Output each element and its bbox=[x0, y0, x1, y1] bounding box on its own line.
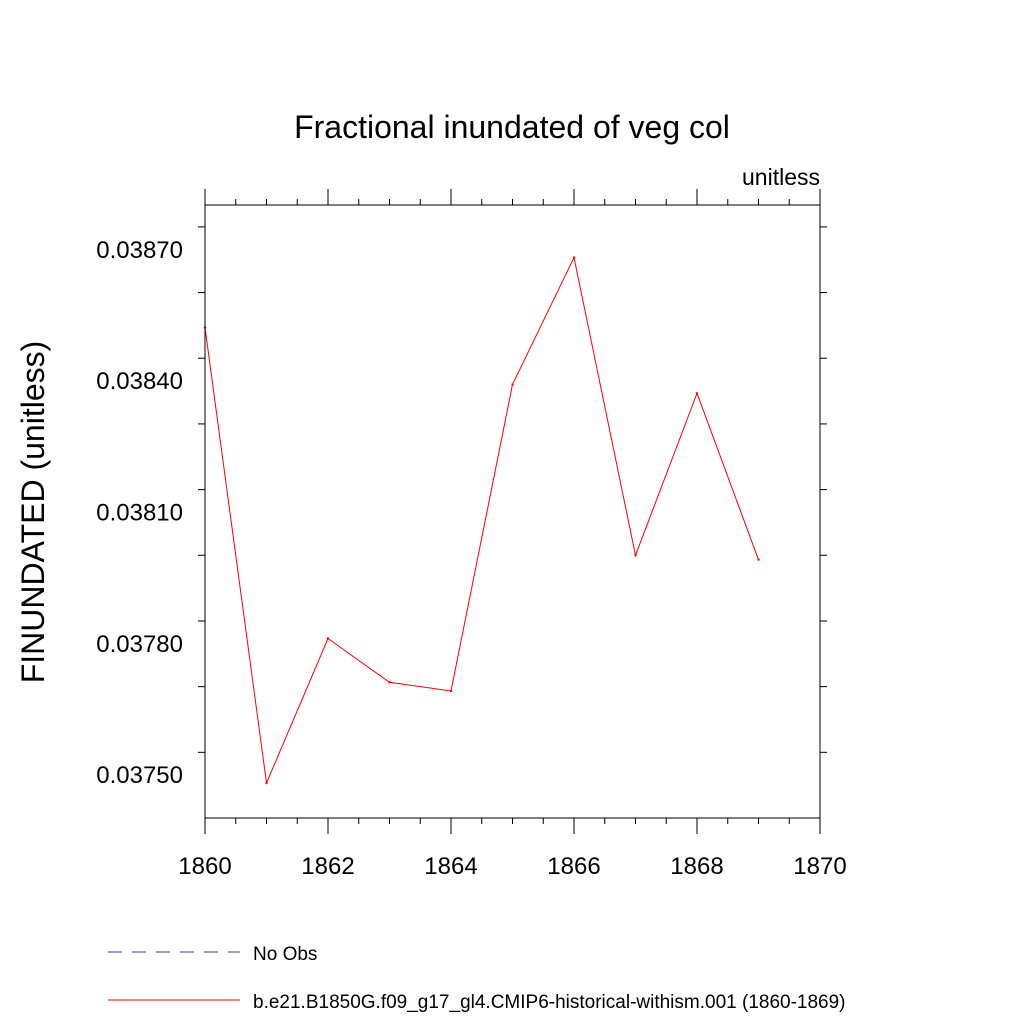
legend-label: b.e21.B1850G.f09_g17_gl4.CMIP6-historica… bbox=[253, 992, 846, 1013]
y-tick-label: 0.03780 bbox=[96, 631, 183, 658]
y-tick-label: 0.03840 bbox=[96, 368, 183, 395]
data-point bbox=[695, 392, 699, 395]
plot-frame bbox=[204, 204, 821, 819]
data-point bbox=[757, 558, 760, 561]
data-point bbox=[265, 781, 268, 785]
data-point bbox=[572, 256, 576, 259]
data-point bbox=[511, 383, 514, 386]
data-point bbox=[449, 689, 453, 693]
y-tick-label: 0.03750 bbox=[96, 762, 183, 789]
x-tick-label: 1870 bbox=[793, 853, 846, 880]
data-point bbox=[388, 681, 391, 684]
x-tick-label: 1862 bbox=[301, 853, 354, 880]
data-point bbox=[326, 637, 330, 640]
x-tick-label: 1860 bbox=[178, 853, 231, 880]
chart-title: Fractional inundated of veg col bbox=[294, 109, 730, 145]
y-tick-label: 0.03870 bbox=[96, 237, 183, 264]
y-axis-label: FINUNDATED (unitless) bbox=[15, 341, 51, 684]
y-tick-label: 0.03810 bbox=[96, 500, 183, 527]
series-line-1 bbox=[204, 255, 759, 785]
x-tick-label: 1864 bbox=[424, 853, 477, 880]
x-tick-label: 1868 bbox=[670, 853, 723, 880]
legend-label: No Obs bbox=[253, 944, 317, 965]
units-label: unitless bbox=[742, 164, 820, 190]
legend: No Obs b.e21.B1850G.f09_g17_gl4.CMIP6-his… bbox=[108, 944, 846, 1013]
x-tick-label: 1866 bbox=[547, 853, 600, 880]
data-point bbox=[634, 554, 637, 557]
